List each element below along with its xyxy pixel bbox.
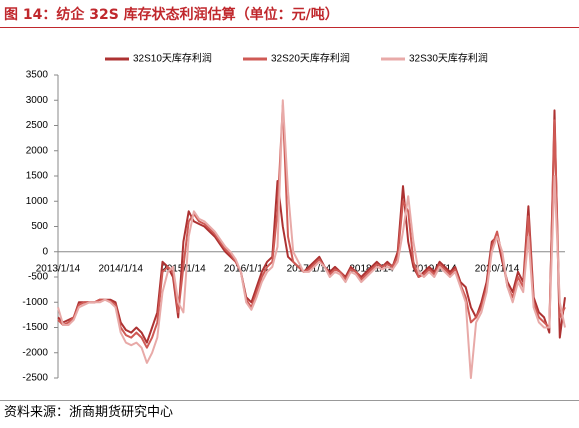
y-tick-label: 500 — [31, 221, 48, 232]
y-tick-label: 3000 — [26, 95, 49, 106]
source-note: 资料来源：浙商期货研究中心 — [4, 405, 174, 420]
x-tick-label: 2020/1/14 — [475, 263, 520, 274]
y-tick-label: -1500 — [22, 322, 48, 333]
series-line — [57, 104, 566, 349]
y-tick-label: -500 — [28, 272, 48, 283]
x-tick-label: 2013/1/14 — [36, 263, 81, 274]
legend-label: 32S10天库存利润 — [133, 52, 212, 65]
series-line — [57, 109, 566, 344]
source-rule — [0, 400, 579, 401]
y-tick-label: 2000 — [26, 145, 49, 156]
series-line — [57, 99, 566, 379]
y-tick-label: 2500 — [26, 120, 49, 131]
x-tick-label: 2014/1/14 — [98, 263, 143, 274]
y-tick-label: -1000 — [22, 297, 48, 308]
x-tick-label: 2019/1/14 — [412, 263, 457, 274]
y-tick-label: 0 — [42, 246, 48, 257]
legend-label: 32S20天库存利润 — [271, 52, 350, 65]
y-tick-label: -2000 — [22, 347, 48, 358]
y-tick-label: 3500 — [26, 70, 49, 81]
figure-title: 图 14：纺企 32S 库存状态利润估算（单位：元/吨） — [4, 7, 339, 23]
y-tick-label: 1000 — [26, 196, 49, 207]
y-tick-label: -2500 — [22, 373, 48, 384]
y-tick-label: 1500 — [26, 171, 49, 182]
title-rule — [0, 27, 579, 28]
chart: -2500 -2000 -1500 -1000 -500 0 500 1000 1500 2000… — [22, 52, 566, 384]
legend-label: 32S30天库存利润 — [409, 52, 488, 65]
x-tick-label: 2016/1/14 — [224, 263, 269, 274]
